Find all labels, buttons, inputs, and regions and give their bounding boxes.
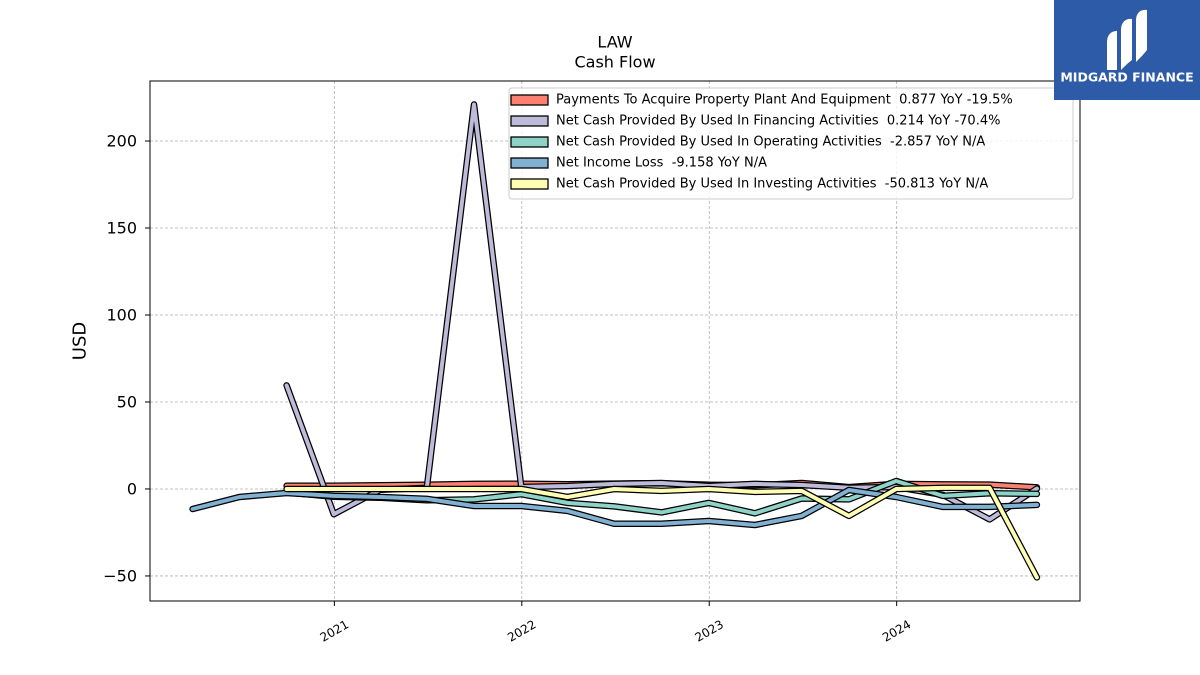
y-axis-label: USD	[70, 322, 91, 360]
series-net-income-loss	[189, 486, 1041, 529]
y-tick-label-0: −50	[103, 566, 137, 585]
series-net-cash-provided-by-used-in-investing-activities	[283, 484, 1041, 581]
chart-title: LAW	[597, 33, 632, 52]
chart-subtitle: Cash Flow	[574, 53, 655, 72]
midgard-logo-icon	[1107, 9, 1147, 70]
midgard-finance-logo: MIDGARD FINANCE	[1054, 0, 1200, 100]
logo-text: MIDGARD FINANCE	[1060, 70, 1193, 85]
y-tick-label-1: 0	[127, 479, 137, 498]
legend-label-payments-to-acquire-property-plant-and-equipment: Payments To Acquire Property Plant And E…	[556, 93, 1013, 108]
logo-icon-bar-middle	[1121, 18, 1132, 70]
legend-entries: Payments To Acquire Property Plant And E…	[510, 93, 1013, 192]
legend-swatch-net-cash-provided-by-used-in-financing-activities	[510, 115, 549, 127]
legend-label-net-cash-provided-by-used-in-investing-activities: Net Cash Provided By Used In Investing A…	[556, 177, 988, 192]
y-tick-label-4: 150	[106, 219, 137, 238]
plot-frame	[149, 80, 1081, 602]
series-lines	[189, 101, 1041, 581]
legend-label-net-cash-provided-by-used-in-operating-activities: Net Cash Provided By Used In Operating A…	[556, 135, 985, 150]
series-line-net-cash-provided-by-used-in-investing-activities	[284, 485, 1039, 580]
y-tick-label-5: 200	[106, 132, 137, 151]
legend-frame	[508, 87, 1074, 200]
legend-swatch-net-cash-provided-by-used-in-operating-activities	[510, 136, 549, 148]
legend-swatch-net-cash-provided-by-used-in-investing-activities	[510, 178, 549, 190]
legend-swatch-net-income-loss	[510, 157, 549, 169]
logo-icon-bar-left	[1107, 31, 1117, 70]
legend-label-net-cash-provided-by-used-in-financing-activities: Net Cash Provided By Used In Financing A…	[556, 114, 1000, 129]
legend-label-net-income-loss: Net Income Loss -9.158 YoY N/A	[556, 156, 767, 171]
series-line-net-income-loss	[190, 488, 1039, 527]
legend: Payments To Acquire Property Plant And E…	[508, 87, 1074, 200]
y-tick-label-2: 50	[117, 392, 137, 411]
logo-icon-bar-right	[1136, 9, 1147, 62]
legend-swatch-payments-to-acquire-property-plant-and-equipment	[510, 94, 549, 106]
y-tick-label-3: 100	[106, 305, 137, 324]
